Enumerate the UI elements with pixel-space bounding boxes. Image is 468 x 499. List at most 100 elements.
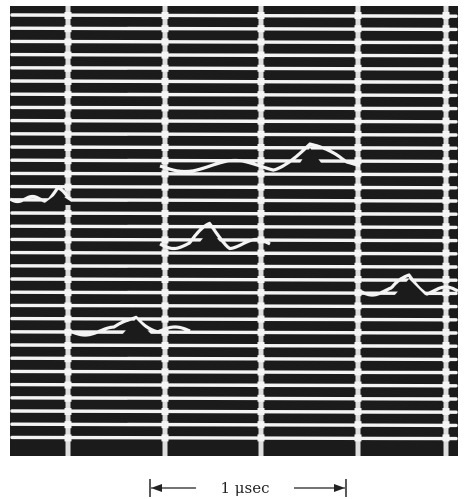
timing-marker-4 [443, 6, 449, 456]
marker-crossing [64, 302, 72, 310]
marker-crossing [354, 289, 362, 297]
marker-crossing [257, 157, 265, 165]
marker-crossing [354, 421, 362, 429]
marker-crossing [257, 315, 265, 323]
marker-crossing [161, 302, 169, 310]
marker-crossing [161, 355, 169, 363]
marker-crossing [161, 12, 169, 19]
marker-crossing [354, 157, 362, 165]
marker-crossing [161, 381, 169, 389]
marker-crossing [354, 38, 362, 46]
marker-crossing [161, 38, 169, 46]
marker-crossing [161, 408, 169, 415]
marker-crossing [64, 170, 72, 178]
marker-crossing [442, 289, 450, 297]
marker-crossing [442, 91, 450, 99]
marker-crossing [64, 236, 72, 244]
sweep-trace [10, 290, 458, 296]
sweep-trace [10, 369, 458, 375]
marker-crossing [442, 276, 450, 283]
marker-crossing [354, 51, 362, 59]
marker-crossing [161, 342, 169, 349]
marker-crossing [161, 117, 169, 125]
sweep-trace [10, 277, 458, 282]
marker-crossing [64, 289, 72, 297]
marker-crossing [257, 78, 265, 85]
pulse-middle-shadow [193, 230, 228, 250]
marker-crossing [354, 196, 362, 204]
marker-crossing [354, 91, 362, 99]
marker-crossing [161, 64, 169, 72]
marker-crossing [442, 262, 450, 270]
marker-crossing [442, 434, 450, 442]
marker-crossing [64, 64, 72, 72]
marker-crossing [442, 130, 450, 138]
marker-crossing [257, 302, 265, 310]
marker-crossing [64, 130, 72, 138]
marker-crossing [64, 262, 72, 270]
marker-crossing [257, 144, 265, 151]
marker-crossing [442, 78, 450, 85]
pulse-left-shadow [42, 193, 76, 205]
marker-crossing [442, 328, 450, 336]
sweep-trace [10, 118, 458, 124]
marker-crossing [161, 315, 169, 323]
marker-crossing [354, 144, 362, 151]
marker-crossing [257, 117, 265, 125]
marker-crossing [442, 38, 450, 46]
sweep-trace [10, 316, 458, 322]
marker-crossing [354, 117, 362, 125]
marker-crossing [161, 144, 169, 151]
pulse-right [359, 273, 458, 297]
sweep-trace [10, 105, 458, 111]
marker-crossing [354, 249, 362, 257]
marker-crossing [257, 38, 265, 46]
marker-crossing [64, 249, 72, 257]
sweep-trace [10, 132, 458, 137]
marker-crossing [354, 315, 362, 323]
marker-crossing [354, 276, 362, 283]
marker-crossing [64, 394, 72, 402]
marker-crossing [64, 315, 72, 323]
marker-crossing [354, 434, 362, 442]
oscilloscope-photo [10, 6, 458, 456]
scale-right-arrowhead [334, 484, 345, 492]
timing-marker-0 [65, 6, 71, 456]
marker-crossing [161, 51, 169, 59]
marker-crossing [64, 12, 72, 19]
sweep-trace [10, 26, 458, 32]
sweep-trace [10, 435, 458, 441]
marker-crossing [161, 210, 169, 217]
marker-crossing [64, 25, 72, 33]
marker-crossing [161, 104, 169, 112]
marker-crossing [161, 223, 169, 231]
marker-crossing [257, 276, 265, 283]
marker-crossing [161, 394, 169, 402]
sweep-trace [10, 303, 458, 309]
pulse-middle [159, 221, 271, 251]
sweep-trace [10, 198, 458, 203]
sweep-trace [10, 409, 458, 414]
marker-crossing [354, 64, 362, 72]
sweep-trace [10, 39, 458, 45]
timing-marker-1 [162, 6, 168, 456]
marker-crossing [257, 328, 265, 336]
marker-crossing [161, 196, 169, 204]
marker-crossing [257, 394, 265, 402]
scale-label: 1 μsec [220, 479, 269, 497]
pulse-right-shadow [393, 279, 427, 297]
marker-crossing [442, 157, 450, 165]
marker-crossing [161, 421, 169, 429]
marker-crossing [257, 421, 265, 429]
marker-crossing [442, 355, 450, 363]
sweep-trace [10, 264, 458, 269]
marker-crossing [257, 130, 265, 138]
marker-crossing [354, 368, 362, 376]
sweep-trace [10, 171, 458, 177]
marker-crossing [257, 51, 265, 59]
marker-crossing [442, 223, 450, 231]
marker-crossing [64, 183, 72, 191]
marker-crossing [161, 328, 169, 336]
marker-crossing [257, 289, 265, 297]
sweep-trace [10, 92, 458, 98]
